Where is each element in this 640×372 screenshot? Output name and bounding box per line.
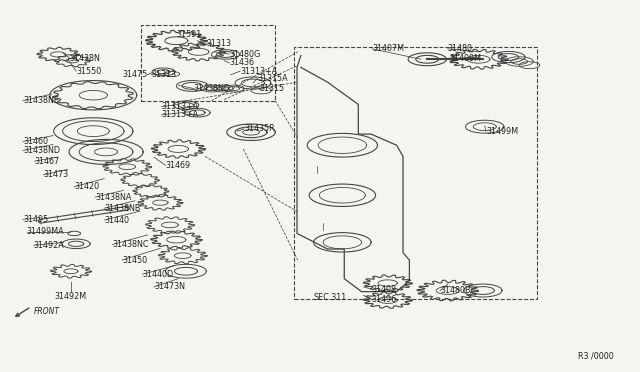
Text: 31315: 31315 <box>259 84 284 93</box>
Text: SEC.311: SEC.311 <box>314 293 347 302</box>
Text: 31313+A: 31313+A <box>162 102 199 111</box>
Text: 31496: 31496 <box>371 295 396 304</box>
Text: 31438NB: 31438NB <box>104 204 141 213</box>
Text: 31473: 31473 <box>44 170 68 179</box>
Text: 31438ND: 31438ND <box>23 146 60 155</box>
Text: 31492A: 31492A <box>34 241 65 250</box>
Text: 31480: 31480 <box>448 44 473 53</box>
Text: 31440: 31440 <box>104 216 129 225</box>
Text: 31473N: 31473N <box>154 282 185 291</box>
Text: 31436: 31436 <box>229 58 254 67</box>
Text: 31591: 31591 <box>177 31 202 39</box>
Text: 31313: 31313 <box>152 70 177 79</box>
Text: 31499M: 31499M <box>486 126 518 136</box>
Text: 31480G: 31480G <box>229 49 260 58</box>
Text: 31475: 31475 <box>122 70 148 79</box>
Text: R3 /0000: R3 /0000 <box>578 352 614 361</box>
Text: 31450: 31450 <box>122 256 147 264</box>
Text: 31499MA: 31499MA <box>27 227 65 237</box>
Text: 31492M: 31492M <box>55 292 87 301</box>
Text: 31438N: 31438N <box>70 54 100 62</box>
Text: 31438NC: 31438NC <box>113 240 149 249</box>
Text: 31313: 31313 <box>206 39 231 48</box>
Text: 31469: 31469 <box>166 161 191 170</box>
Text: 31480B: 31480B <box>440 286 470 295</box>
Text: 31435R: 31435R <box>244 124 275 134</box>
Bar <box>141 25 275 101</box>
Text: 31550: 31550 <box>76 67 101 76</box>
Bar <box>294 47 537 299</box>
Text: 31438NE: 31438NE <box>23 96 59 105</box>
Text: 31495: 31495 <box>23 215 48 224</box>
Text: 31407M: 31407M <box>372 44 404 53</box>
Text: 31420: 31420 <box>74 182 99 191</box>
Text: 31313+A: 31313+A <box>240 67 277 76</box>
Text: 31315A: 31315A <box>257 74 288 83</box>
Text: FRONT: FRONT <box>34 307 60 316</box>
Text: 31438ND: 31438ND <box>193 84 230 93</box>
Text: 31460: 31460 <box>23 137 48 146</box>
Text: 31438NA: 31438NA <box>95 193 132 202</box>
Text: 31409M: 31409M <box>450 54 482 63</box>
Text: 31440D: 31440D <box>143 270 173 279</box>
Text: 31408: 31408 <box>371 285 396 294</box>
Text: 31313+A: 31313+A <box>162 110 199 119</box>
Text: 31467: 31467 <box>35 157 60 166</box>
